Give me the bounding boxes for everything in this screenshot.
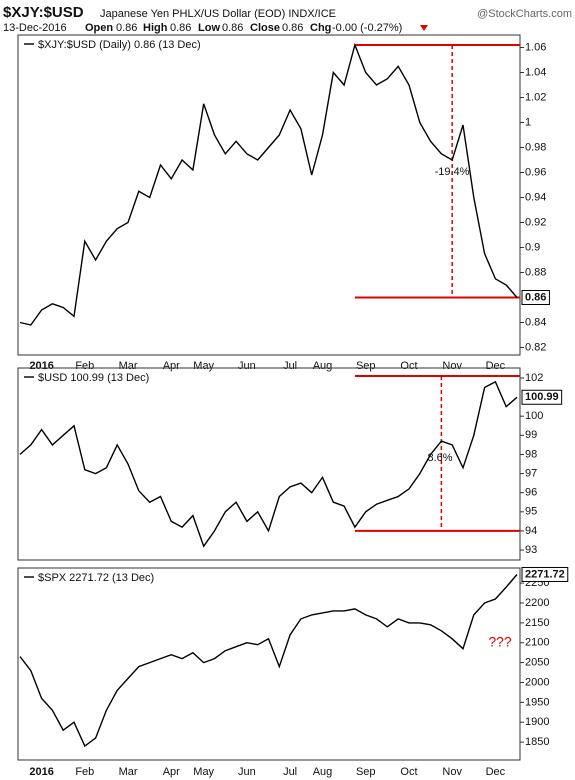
description: Japanese Yen PHLX/US Dollar (EOD) INDX/I… <box>100 8 336 20</box>
change-arrow <box>420 25 428 31</box>
y-tick-label: 0.94 <box>525 191 546 203</box>
last-value-box <box>521 389 563 405</box>
panel-frame <box>17 34 521 356</box>
x-tick-label: Feb <box>75 766 94 778</box>
last-value-box <box>521 290 550 305</box>
y-tick-label: 0.98 <box>525 141 546 153</box>
y-tick-label: 2150 <box>525 617 549 629</box>
legend: $SPX 2271.72 (13 Dec) <box>38 572 154 584</box>
quote-value: 0.86 <box>282 22 303 34</box>
x-tick-label: 2016 <box>29 360 53 372</box>
last-value-label: 100.99 <box>525 391 559 403</box>
quote-label: Chg <box>310 22 331 34</box>
y-tick-label: 2200 <box>525 597 549 609</box>
y-tick-label: 1950 <box>525 696 549 708</box>
last-value-label: 0.86 <box>525 291 546 303</box>
quote-label: Open <box>85 22 113 34</box>
panel-frame <box>17 367 521 561</box>
y-tick-label: 2100 <box>525 637 549 649</box>
quote-value: -0.00 (-0.27%) <box>332 22 402 34</box>
y-tick-label: 1900 <box>525 716 549 728</box>
x-tick-label: Oct <box>400 360 417 372</box>
x-tick-label: Aug <box>313 360 333 372</box>
y-tick-label: 2000 <box>525 676 549 688</box>
x-tick-label: Feb <box>75 360 94 372</box>
x-tick-label: Jul <box>283 360 297 372</box>
y-tick-label: 96 <box>525 487 537 499</box>
x-tick-label: 2016 <box>29 766 53 778</box>
y-tick-label: 1 <box>525 116 531 128</box>
x-tick-label: Mar <box>119 360 138 372</box>
y-tick-label: 1.02 <box>525 91 546 103</box>
y-tick-label: 100 <box>525 410 543 422</box>
x-tick-label: May <box>193 766 214 778</box>
y-tick-label: 0.88 <box>525 266 546 278</box>
annotation: ??? <box>488 634 512 650</box>
y-tick-label: 95 <box>525 506 537 518</box>
y-tick-label: 1.06 <box>525 41 546 53</box>
annotation: -19.4% <box>435 166 470 178</box>
x-tick-label: Nov <box>442 360 462 372</box>
quote-date: 13-Dec-2016 <box>3 22 67 34</box>
y-tick-label: 2050 <box>525 657 549 669</box>
y-tick-label: 94 <box>525 525 537 537</box>
x-tick-label: Jun <box>238 766 256 778</box>
quote-value: 0.86 <box>222 22 243 34</box>
last-value-box <box>521 566 569 582</box>
y-tick-label: 1850 <box>525 736 549 748</box>
x-tick-label: Mar <box>119 766 138 778</box>
y-tick-label: 99 <box>525 429 537 441</box>
brand: @StockCharts.com <box>477 8 572 20</box>
y-tick-label: 0.96 <box>525 166 546 178</box>
price-line <box>19 42 518 326</box>
price-line <box>19 380 518 548</box>
x-tick-label: Nov <box>442 766 462 778</box>
quote-value: 0.86 <box>170 22 191 34</box>
quote-label: High <box>143 22 168 34</box>
x-tick-label: Dec <box>486 360 506 372</box>
x-tick-label: Oct <box>400 766 417 778</box>
price-line <box>19 574 518 748</box>
x-tick-label: Aug <box>313 766 333 778</box>
annotation: 8.6% <box>427 452 452 464</box>
last-value-label: 2271.72 <box>525 568 565 580</box>
y-tick-label: 1.04 <box>525 66 546 78</box>
y-tick-label: 102 <box>525 372 543 384</box>
symbol: $XJY:$USD <box>3 4 84 21</box>
y-tick-label: 0.82 <box>525 341 546 353</box>
y-tick-label: 98 <box>525 448 537 460</box>
x-tick-label: Sep <box>356 766 376 778</box>
x-tick-label: Jul <box>283 766 297 778</box>
y-tick-label: 97 <box>525 467 537 479</box>
x-tick-label: Dec <box>486 766 506 778</box>
y-tick-label: 0.9 <box>525 241 540 253</box>
x-tick-label: May <box>193 360 214 372</box>
panel-frame <box>17 567 521 761</box>
quote-value: 0.86 <box>116 22 137 34</box>
quote-label: Low <box>198 22 220 34</box>
y-tick-label: 93 <box>525 544 537 556</box>
quote-label: Close <box>250 22 280 34</box>
x-tick-label: Apr <box>163 766 180 778</box>
y-tick-label: 0.84 <box>525 316 546 328</box>
x-tick-label: Jun <box>238 360 256 372</box>
y-tick-label: 0.92 <box>525 216 546 228</box>
legend: $USD 100.99 (13 Dec) <box>38 372 149 384</box>
x-tick-label: Sep <box>356 360 376 372</box>
x-tick-label: Apr <box>163 360 180 372</box>
legend: $XJY:$USD (Daily) 0.86 (13 Dec) <box>38 39 201 51</box>
